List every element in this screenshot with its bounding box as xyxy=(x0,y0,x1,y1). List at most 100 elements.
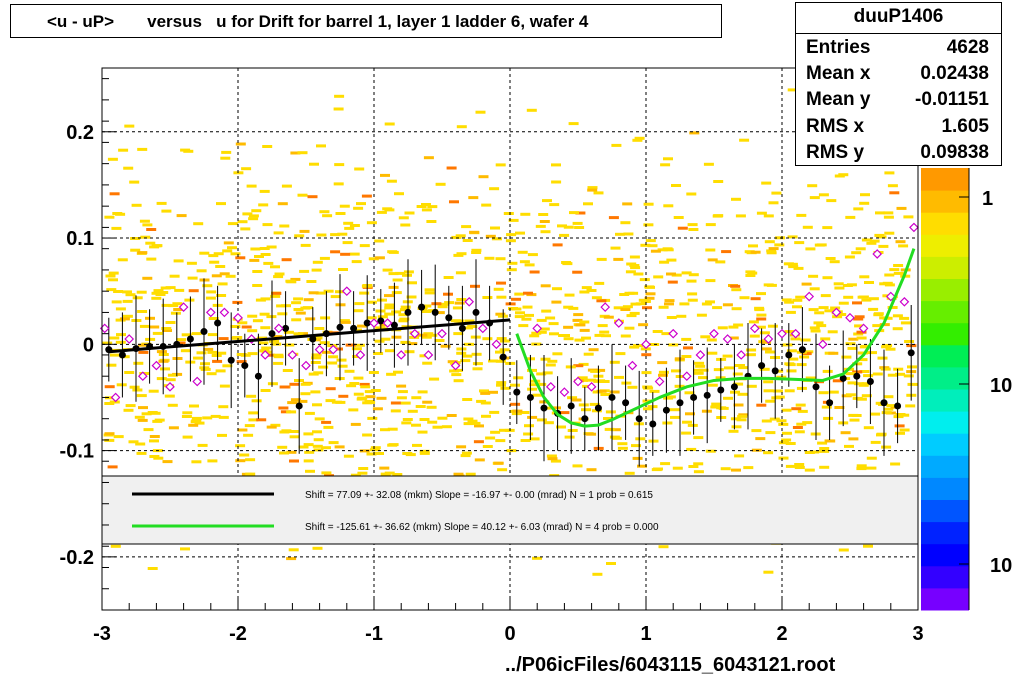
histogram-cell xyxy=(511,307,522,311)
histogram-cell xyxy=(328,355,339,359)
histogram-cell xyxy=(731,468,741,472)
histogram-cell xyxy=(290,398,301,402)
histogram-cell xyxy=(666,272,676,276)
histogram-cell xyxy=(493,287,504,291)
histogram-cell xyxy=(903,215,914,219)
histogram-cell xyxy=(900,321,911,325)
histogram-cell xyxy=(287,401,298,405)
histogram-cell xyxy=(235,142,246,146)
histogram-cell xyxy=(624,471,635,475)
open-marker xyxy=(613,318,624,328)
histogram-cell xyxy=(895,240,906,244)
histogram-cell xyxy=(675,375,686,378)
histogram-cell xyxy=(307,195,318,199)
histogram-cell xyxy=(653,275,664,279)
histogram-cell xyxy=(313,448,324,452)
open-marker xyxy=(845,312,855,323)
histogram-cell xyxy=(800,338,811,342)
histogram-cell xyxy=(877,356,888,360)
histogram-cell xyxy=(499,428,509,432)
histogram-cell xyxy=(649,389,660,393)
histogram-cell xyxy=(573,364,584,368)
open-marker xyxy=(219,307,230,318)
histogram-cell xyxy=(745,270,756,274)
histogram-cell xyxy=(366,300,377,304)
histogram-cell xyxy=(868,307,879,311)
histogram-cell xyxy=(818,193,829,197)
histogram-cell xyxy=(730,417,741,421)
histogram-cell xyxy=(250,247,261,251)
profile-point xyxy=(894,402,902,410)
stats-value: 0.09838 xyxy=(920,142,989,163)
open-marker xyxy=(409,328,420,339)
histogram-cell xyxy=(590,369,601,373)
histogram-cell xyxy=(402,418,413,421)
histogram-cell xyxy=(506,233,517,237)
histogram-cell xyxy=(447,360,458,364)
histogram-cell xyxy=(673,216,684,219)
histogram-cell xyxy=(588,348,599,352)
histogram-cell xyxy=(579,320,590,324)
histogram-cell xyxy=(518,324,529,328)
histogram-cell xyxy=(761,347,772,351)
histogram-cell xyxy=(173,308,184,311)
histogram-cell xyxy=(713,180,724,183)
histogram-cell xyxy=(270,423,281,427)
histogram-cell xyxy=(793,266,804,270)
histogram-cell xyxy=(349,382,360,385)
histogram-cell xyxy=(626,314,637,318)
histogram-cell xyxy=(374,239,385,243)
histogram-cell xyxy=(600,393,611,396)
histogram-cell xyxy=(743,466,754,470)
histogram-cell xyxy=(239,453,250,457)
histogram-cell xyxy=(746,384,757,388)
histogram-cell xyxy=(133,361,144,365)
stats-box: duuP1406 Entries 4628 Mean x 0.02438 Mea… xyxy=(795,2,1002,166)
histogram-cell xyxy=(380,173,390,177)
histogram-cell xyxy=(328,441,339,445)
histogram-cell xyxy=(419,449,430,453)
profile-point xyxy=(676,399,684,407)
open-marker xyxy=(641,339,651,350)
histogram-cell xyxy=(374,452,384,455)
histogram-cell xyxy=(567,429,578,432)
histogram-cell xyxy=(246,184,257,188)
histogram-cell xyxy=(836,313,847,316)
histogram-cell xyxy=(158,291,169,294)
histogram-cell xyxy=(277,312,288,316)
z-color-cell xyxy=(921,477,969,500)
histogram-cell xyxy=(522,305,533,309)
histogram-cell xyxy=(338,268,348,271)
histogram-cell xyxy=(857,351,868,355)
histogram-cell xyxy=(158,353,169,356)
profile-points xyxy=(105,259,915,467)
histogram-cell xyxy=(235,444,246,448)
histogram-cell xyxy=(168,426,179,430)
histogram-cell xyxy=(551,300,562,304)
histogram-cell xyxy=(693,462,704,466)
histogram-cell xyxy=(802,225,813,229)
open-marker xyxy=(586,381,597,392)
histogram-cell xyxy=(399,317,410,321)
histogram-cell xyxy=(794,466,805,469)
histogram-cell xyxy=(521,317,532,321)
profile-point xyxy=(227,356,235,364)
histogram-cell xyxy=(890,462,901,466)
histogram-cell xyxy=(764,240,775,244)
histogram-cell xyxy=(248,217,259,221)
histogram-cell xyxy=(782,343,793,347)
histogram-cell xyxy=(106,288,117,292)
histogram-cell xyxy=(470,284,480,288)
histogram-cell xyxy=(109,192,120,196)
histogram-cell xyxy=(249,258,260,262)
histogram-cell xyxy=(403,270,414,274)
histogram-cell xyxy=(124,124,135,128)
histogram-cell xyxy=(893,264,904,267)
histogram-cell xyxy=(380,337,391,341)
histogram-cell xyxy=(827,330,838,334)
histogram-cell xyxy=(845,393,856,397)
histogram-cell xyxy=(693,371,704,375)
histogram-cell xyxy=(615,352,626,356)
histogram-cell xyxy=(122,290,132,294)
histogram-cell xyxy=(705,300,715,304)
